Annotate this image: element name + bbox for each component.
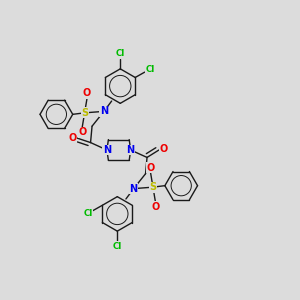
Text: O: O: [78, 128, 86, 137]
Text: O: O: [69, 133, 77, 142]
Text: O: O: [83, 88, 91, 98]
Text: Cl: Cl: [146, 65, 155, 74]
Text: N: N: [127, 145, 135, 155]
Text: S: S: [81, 108, 88, 118]
Text: O: O: [159, 144, 167, 154]
Text: S: S: [149, 182, 157, 192]
Text: Cl: Cl: [83, 209, 93, 218]
Text: O: O: [146, 163, 155, 172]
Text: Cl: Cl: [116, 50, 125, 58]
Text: N: N: [130, 184, 138, 194]
Text: Cl: Cl: [113, 242, 122, 250]
Text: O: O: [151, 202, 160, 212]
Text: N: N: [100, 106, 108, 116]
Text: N: N: [103, 145, 111, 155]
